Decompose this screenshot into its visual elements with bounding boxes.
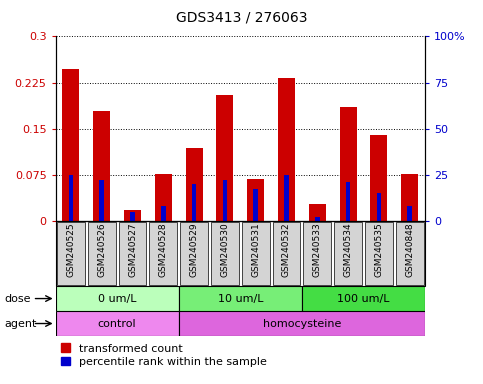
Text: GSM240848: GSM240848	[405, 222, 414, 277]
Text: homocysteine: homocysteine	[263, 318, 341, 329]
Text: GSM240530: GSM240530	[220, 222, 229, 277]
Bar	[216, 95, 233, 221]
FancyBboxPatch shape	[272, 222, 300, 285]
Text: GSM240532: GSM240532	[282, 222, 291, 277]
Bar	[62, 69, 79, 221]
Text: GSM240535: GSM240535	[374, 222, 384, 277]
FancyBboxPatch shape	[242, 222, 270, 285]
Bar	[130, 212, 135, 221]
Bar	[370, 135, 387, 221]
Bar	[247, 179, 264, 221]
Bar	[179, 286, 302, 311]
Text: agent: agent	[5, 318, 37, 329]
Bar	[124, 210, 141, 221]
Text: 100 um/L: 100 um/L	[337, 293, 390, 304]
Legend: transformed count, percentile rank within the sample: transformed count, percentile rank withi…	[61, 343, 267, 367]
FancyBboxPatch shape	[88, 222, 115, 285]
FancyBboxPatch shape	[211, 222, 239, 285]
Bar	[192, 184, 197, 221]
FancyBboxPatch shape	[334, 222, 362, 285]
Bar	[284, 175, 289, 221]
Text: GSM240527: GSM240527	[128, 222, 137, 277]
Text: GSM240534: GSM240534	[343, 222, 353, 277]
Bar	[69, 175, 73, 221]
Text: GSM240528: GSM240528	[159, 222, 168, 277]
FancyBboxPatch shape	[57, 222, 85, 285]
Text: GDS3413 / 276063: GDS3413 / 276063	[176, 11, 307, 25]
FancyBboxPatch shape	[396, 222, 424, 285]
Bar	[223, 180, 227, 221]
FancyBboxPatch shape	[365, 222, 393, 285]
Bar	[179, 311, 425, 336]
Bar	[254, 189, 258, 221]
Bar	[155, 174, 172, 221]
Text: GSM240533: GSM240533	[313, 222, 322, 277]
Text: control: control	[98, 318, 136, 329]
Text: 0 um/L: 0 um/L	[98, 293, 136, 304]
Bar	[278, 78, 295, 221]
FancyBboxPatch shape	[180, 222, 208, 285]
Text: GSM240531: GSM240531	[251, 222, 260, 277]
Bar	[56, 311, 179, 336]
Bar	[407, 206, 412, 221]
Bar	[315, 217, 320, 221]
Text: dose: dose	[5, 293, 31, 304]
Bar	[340, 107, 356, 221]
Bar	[346, 182, 350, 221]
Text: GSM240529: GSM240529	[190, 222, 199, 277]
Text: GSM240526: GSM240526	[97, 222, 106, 277]
FancyBboxPatch shape	[149, 222, 177, 285]
Bar	[302, 286, 425, 311]
Text: 10 um/L: 10 um/L	[217, 293, 263, 304]
Bar	[401, 174, 418, 221]
Bar	[161, 206, 166, 221]
FancyBboxPatch shape	[303, 222, 331, 285]
Bar	[185, 148, 202, 221]
Bar	[56, 286, 179, 311]
Bar	[309, 204, 326, 221]
FancyBboxPatch shape	[119, 222, 146, 285]
Bar	[93, 111, 110, 221]
Bar	[99, 180, 104, 221]
Bar	[377, 193, 381, 221]
Text: GSM240525: GSM240525	[67, 222, 75, 277]
